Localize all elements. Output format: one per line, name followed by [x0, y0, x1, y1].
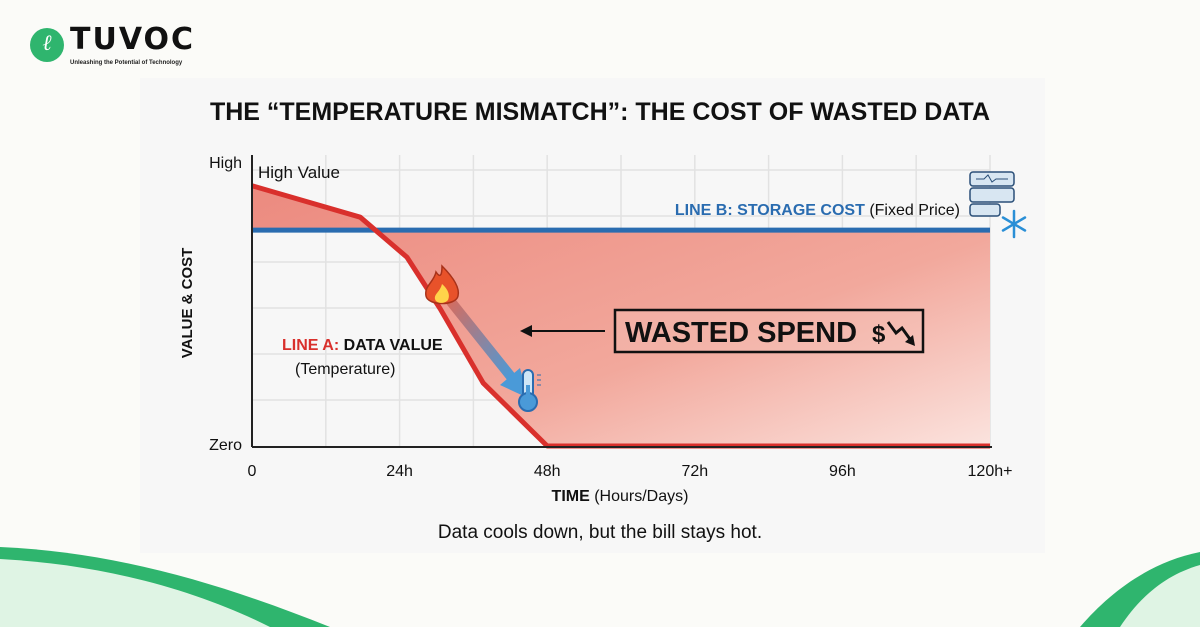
cooling-arrow — [444, 294, 528, 398]
logo-mark: ℓ — [30, 27, 64, 62]
x-tick-label: 24h — [386, 463, 413, 480]
line-a-label: LINE A: DATA VALUE — [282, 337, 443, 354]
fire-icon — [425, 264, 460, 305]
x-tick-label: 72h — [681, 463, 708, 480]
x-tick-label: 96h — [829, 463, 856, 480]
wasted-spend-label: WASTED SPEND — [625, 317, 857, 349]
x-tick-label: 0 — [248, 463, 257, 480]
y-tick-label: High — [209, 155, 242, 172]
x-axis-label-bold: TIME — [552, 488, 591, 505]
line-a-prefix: LINE A: — [282, 337, 339, 354]
green-wave-left — [0, 547, 330, 627]
chart-title: THE “TEMPERATURE MISMATCH”: THE COST OF … — [209, 98, 991, 126]
x-tick-label: 48h — [534, 463, 561, 480]
y-axis-label: VALUE & COST — [179, 248, 196, 359]
wasted-spend-area — [252, 185, 990, 447]
server-icon — [969, 171, 1015, 217]
logo-tagline: Unleashing the Potential of Technology — [70, 60, 183, 66]
x-axis-label-rest: (Hours/Days) — [594, 488, 688, 505]
line-a-name: DATA VALUE — [344, 337, 443, 354]
x-tick-label: 120h+ — [968, 463, 1013, 480]
line-b-name: STORAGE COST — [737, 202, 865, 219]
line-b-sub: (Fixed Price) — [869, 202, 960, 219]
dollar-sign: $ — [872, 321, 886, 348]
wasted-spend-callout: WASTED SPEND $ — [520, 308, 925, 354]
green-wave-right — [1080, 552, 1200, 627]
high-value-label: High Value — [258, 163, 340, 182]
line-b-label: LINE B: STORAGE COST (Fixed Price) — [675, 202, 960, 219]
trend-down-icon — [886, 321, 915, 346]
y-tick-label: Zero — [209, 437, 242, 454]
line-b-prefix: LINE B: — [675, 202, 733, 219]
line-a-sub: (Temperature) — [295, 361, 395, 378]
logo-name: TUVOC — [70, 22, 196, 57]
x-axis-label: TIME (Hours/Days) — [552, 488, 689, 505]
thermometer-icon — [518, 369, 541, 412]
snowflake-icon — [1001, 209, 1027, 239]
caption: Data cools down, but the bill stays hot. — [437, 522, 763, 543]
logo: ℓ TUVOC Unleashing the Potential of Tech… — [30, 22, 195, 67]
